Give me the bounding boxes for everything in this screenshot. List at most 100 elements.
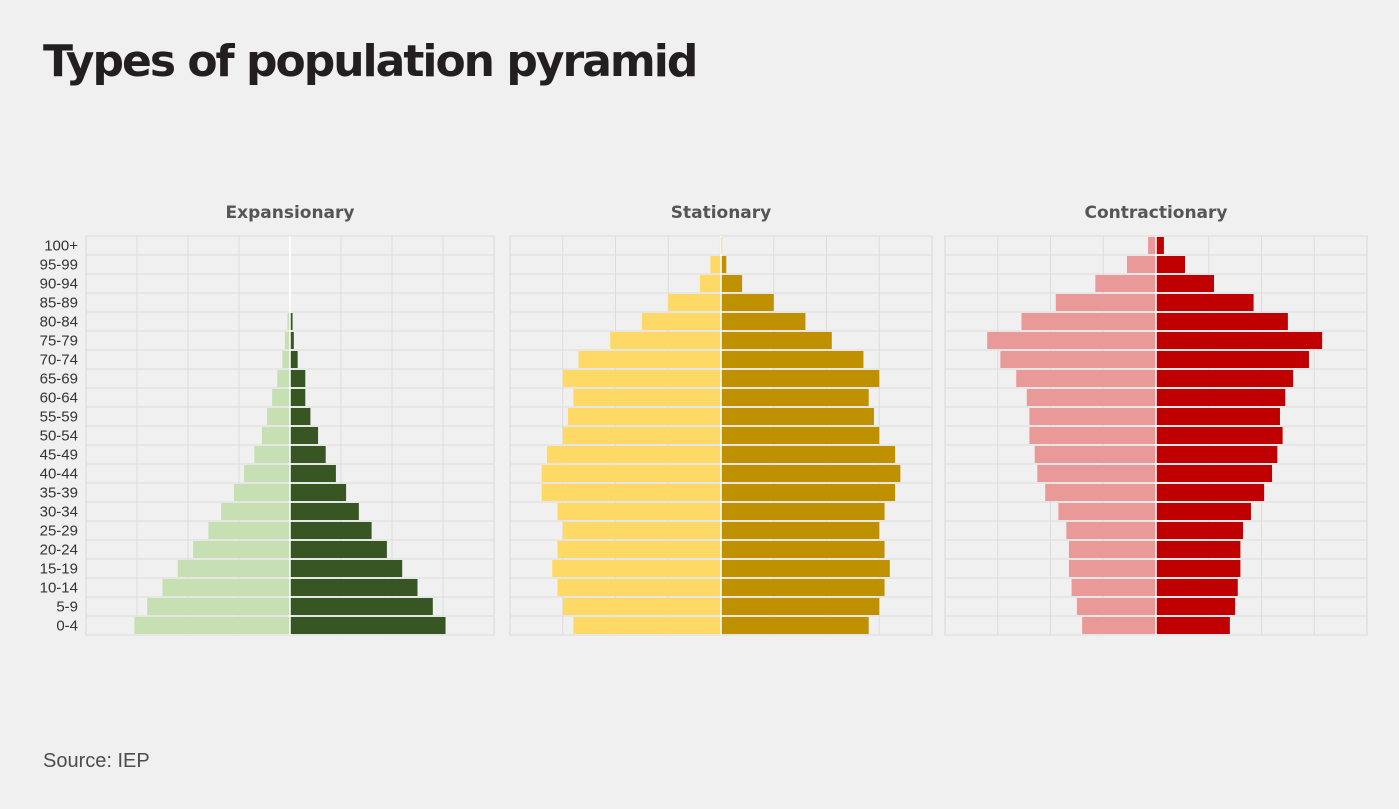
bar-left-30-34 xyxy=(557,503,721,520)
pyramid-panel-contractionary: Contractionary xyxy=(944,203,1368,636)
bar-right-20-24 xyxy=(1156,541,1241,558)
bar-left-0-4 xyxy=(134,617,290,634)
bar-left-65-69 xyxy=(277,370,290,387)
bar-left-5-9 xyxy=(562,598,721,615)
bar-right-20-24 xyxy=(721,541,885,558)
bar-right-25-29 xyxy=(721,522,880,539)
bar-right-45-49 xyxy=(1156,446,1278,463)
bar-right-60-64 xyxy=(721,389,869,406)
bar-left-50-54 xyxy=(562,427,721,444)
bar-right-15-19 xyxy=(721,560,890,577)
bar-left-60-64 xyxy=(573,389,721,406)
age-tick-label: 80-84 xyxy=(40,314,78,331)
bar-left-30-34 xyxy=(221,503,290,520)
panel-title: Contractionary xyxy=(1085,203,1228,223)
bar-left-75-79 xyxy=(987,332,1156,349)
age-tick-label: 25-29 xyxy=(40,523,78,540)
bar-left-0-4 xyxy=(1082,617,1156,634)
bar-left-85-89 xyxy=(1055,294,1156,311)
bar-right-40-44 xyxy=(721,465,901,482)
bar-left-15-19 xyxy=(177,560,290,577)
age-tick-label: 10-14 xyxy=(40,580,78,597)
age-tick-label: 85-89 xyxy=(40,295,78,312)
age-tick-label: 70-74 xyxy=(40,352,78,369)
bar-right-60-64 xyxy=(1156,389,1286,406)
age-tick-label: 35-39 xyxy=(40,485,78,502)
bar-left-45-49 xyxy=(1034,446,1156,463)
pyramid-panel-expansionary: Expansionary 100+ 95-99 90-94 85-89 80-84 75-7… xyxy=(40,203,495,636)
bar-right-15-19 xyxy=(290,560,403,577)
pyramid-panel-stationary: Stationary xyxy=(509,203,933,636)
bar-left-45-49 xyxy=(546,446,721,463)
bar-right-30-34 xyxy=(290,503,359,520)
age-tick-label: 5-9 xyxy=(56,599,78,616)
age-tick-label: 75-79 xyxy=(40,333,78,350)
bar-left-90-94 xyxy=(1095,275,1156,292)
bar-left-25-29 xyxy=(562,522,721,539)
bar-left-65-69 xyxy=(1016,370,1156,387)
bar-left-45-49 xyxy=(254,446,290,463)
bar-left-70-74 xyxy=(1000,351,1156,368)
bar-left-10-14 xyxy=(1071,579,1156,596)
bar-left-25-29 xyxy=(1066,522,1156,539)
bar-left-75-79 xyxy=(284,332,290,349)
bar-left-15-19 xyxy=(552,560,721,577)
bar-right-90-94 xyxy=(721,275,743,292)
bar-left-20-24 xyxy=(557,541,721,558)
bar-left-0-4 xyxy=(573,617,721,634)
age-tick-label: 20-24 xyxy=(40,542,78,559)
bar-right-35-39 xyxy=(290,484,347,501)
bar-right-0-4 xyxy=(290,617,446,634)
age-tick-label: 90-94 xyxy=(40,276,78,293)
bar-left-85-89 xyxy=(668,294,721,311)
bar-left-40-44 xyxy=(541,465,721,482)
bar-left-25-29 xyxy=(208,522,290,539)
age-tick-label: 40-44 xyxy=(40,466,78,483)
bar-left-55-59 xyxy=(568,408,721,425)
bar-right-75-79 xyxy=(290,332,294,349)
bar-left-10-14 xyxy=(162,579,290,596)
bar-right-25-29 xyxy=(290,522,372,539)
age-tick-label: 100+ xyxy=(44,238,78,255)
bar-right-5-9 xyxy=(721,598,880,615)
bar-left-5-9 xyxy=(147,598,290,615)
bar-left-35-39 xyxy=(541,484,721,501)
bar-left-40-44 xyxy=(1037,465,1156,482)
age-tick-label: 50-54 xyxy=(40,428,78,445)
bar-right-70-74 xyxy=(290,351,298,368)
age-tick-label: 60-64 xyxy=(40,390,78,407)
bar-left-15-19 xyxy=(1068,560,1156,577)
bar-left-60-64 xyxy=(1026,389,1156,406)
bar-right-80-84 xyxy=(290,313,293,330)
bar-right-65-69 xyxy=(721,370,880,387)
bar-right-25-29 xyxy=(1156,522,1244,539)
bar-right-45-49 xyxy=(721,446,896,463)
bar-left-70-74 xyxy=(282,351,290,368)
bar-left-65-69 xyxy=(562,370,721,387)
bar-left-5-9 xyxy=(1076,598,1156,615)
bar-right-10-14 xyxy=(721,579,885,596)
bar-right-80-84 xyxy=(721,313,806,330)
bar-right-50-54 xyxy=(1156,427,1283,444)
bar-left-10-14 xyxy=(557,579,721,596)
bar-right-30-34 xyxy=(1156,503,1251,520)
bar-left-80-84 xyxy=(1021,313,1156,330)
bar-right-70-74 xyxy=(1156,351,1309,368)
panel-title: Stationary xyxy=(671,203,772,223)
bar-left-95-99 xyxy=(710,256,721,273)
bar-right-45-49 xyxy=(290,446,326,463)
bar-left-70-74 xyxy=(578,351,721,368)
bar-left-20-24 xyxy=(1068,541,1156,558)
bar-right-0-4 xyxy=(721,617,869,634)
panel-title: Expansionary xyxy=(226,203,355,223)
bar-left-90-94 xyxy=(699,275,721,292)
age-tick-label: 55-59 xyxy=(40,409,78,426)
bar-right-75-79 xyxy=(1156,332,1323,349)
bar-right-5-9 xyxy=(290,598,433,615)
bar-right-55-59 xyxy=(1156,408,1280,425)
bar-left-35-39 xyxy=(233,484,290,501)
bar-left-80-84 xyxy=(641,313,721,330)
bar-left-30-34 xyxy=(1058,503,1156,520)
bar-left-50-54 xyxy=(261,427,290,444)
